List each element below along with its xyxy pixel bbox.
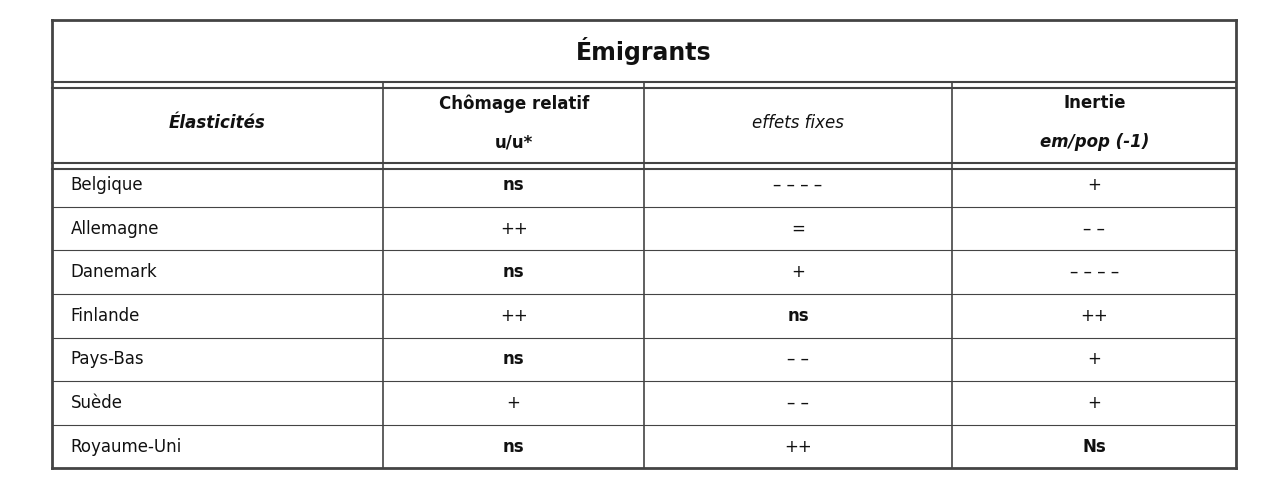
Text: u/u*: u/u* — [495, 133, 533, 151]
Text: – –: – – — [787, 394, 809, 412]
Text: Inertie: Inertie — [1063, 94, 1126, 112]
Text: Royaume-Uni: Royaume-Uni — [71, 438, 182, 456]
Text: – –: – – — [1083, 220, 1105, 238]
Text: Belgique: Belgique — [71, 176, 143, 194]
Text: Élasticités: Élasticités — [169, 114, 265, 132]
Text: Ns: Ns — [1082, 438, 1106, 456]
Text: +: + — [506, 394, 520, 412]
Text: +: + — [791, 263, 805, 281]
Text: ns: ns — [787, 307, 809, 325]
Text: ns: ns — [502, 350, 524, 368]
Text: Chômage relatif: Chômage relatif — [438, 94, 589, 113]
Text: ++: ++ — [500, 220, 528, 238]
Text: +: + — [1087, 176, 1101, 194]
Text: – – – –: – – – – — [773, 176, 823, 194]
Text: Émigrants: Émigrants — [576, 37, 712, 65]
Text: ns: ns — [502, 176, 524, 194]
Text: – –: – – — [787, 350, 809, 368]
Text: em/pop (-1): em/pop (-1) — [1039, 133, 1149, 151]
Text: =: = — [791, 220, 805, 238]
Text: Finlande: Finlande — [71, 307, 140, 325]
Text: – – – –: – – – – — [1069, 263, 1119, 281]
Text: ++: ++ — [500, 307, 528, 325]
Text: ns: ns — [502, 438, 524, 456]
Text: effets fixes: effets fixes — [752, 114, 844, 132]
Text: Danemark: Danemark — [71, 263, 157, 281]
Text: Suède: Suède — [71, 394, 122, 412]
Text: +: + — [1087, 394, 1101, 412]
Text: +: + — [1087, 350, 1101, 368]
Text: Allemagne: Allemagne — [71, 220, 160, 238]
Text: ++: ++ — [1081, 307, 1108, 325]
Text: Pays-Bas: Pays-Bas — [71, 350, 144, 368]
Text: ns: ns — [502, 263, 524, 281]
Text: ++: ++ — [784, 438, 811, 456]
